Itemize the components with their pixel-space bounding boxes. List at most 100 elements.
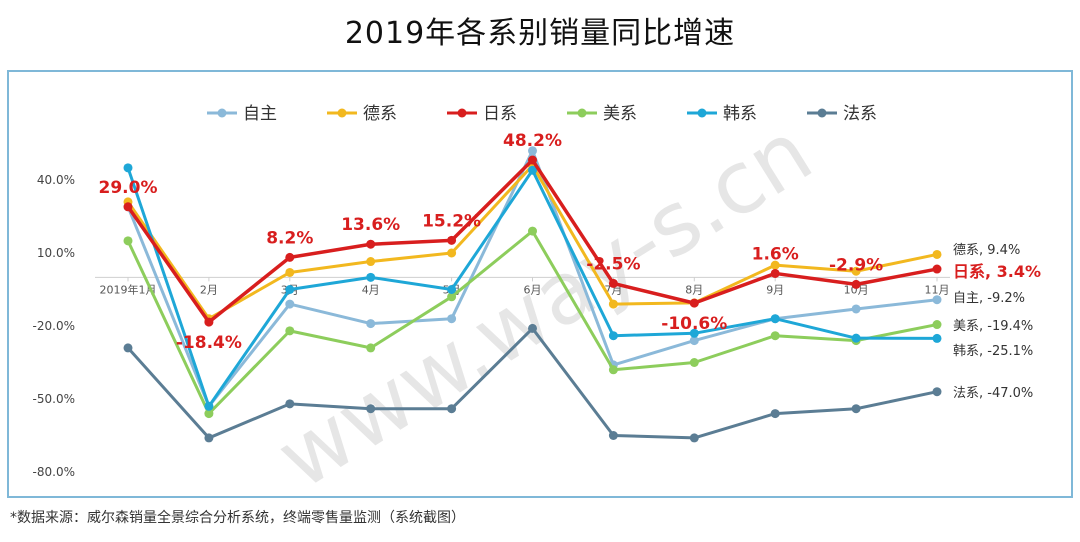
data-point: [447, 235, 457, 245]
watermark: www.way-s.cn: [260, 102, 828, 509]
x-tick-label: 6月: [524, 283, 542, 296]
ri-data-label: -10.6%: [661, 314, 727, 334]
series-end-label: 美系, -19.4%: [953, 319, 1033, 334]
series-end-label: 法系, -47.0%: [953, 386, 1033, 401]
data-point: [528, 155, 537, 165]
data-point: [932, 295, 942, 305]
data-point: [285, 267, 295, 277]
x-tick-label: 2019年1月: [100, 282, 157, 296]
data-point: [608, 299, 618, 309]
data-point: [528, 146, 537, 156]
legend-label: 日系: [483, 104, 517, 124]
legend-marker: [337, 108, 347, 118]
data-point: [528, 226, 537, 236]
y-tick-label: 10.0%: [37, 246, 75, 260]
source-note: *数据来源：威尔森销量全景综合分析系统，终端零售量监测（系统截图）: [10, 510, 465, 526]
data-point: [851, 333, 861, 343]
data-point: [285, 399, 295, 409]
y-tick-label: -50.0%: [33, 392, 75, 406]
data-point: [689, 328, 699, 338]
series-end-label: 日系, 3.4%: [953, 262, 1041, 281]
legend-marker: [697, 108, 707, 118]
ri-data-label: -2.9%: [829, 255, 883, 275]
data-point: [770, 268, 780, 278]
ri-data-label: 48.2%: [503, 131, 562, 151]
x-tick-label: 7月: [604, 283, 622, 296]
data-point: [447, 292, 457, 302]
x-tick-label: 9月: [766, 283, 784, 296]
x-tick-label: 4月: [362, 283, 380, 296]
data-point: [123, 236, 133, 246]
legend-label: 法系: [843, 104, 877, 124]
data-point: [204, 401, 214, 411]
data-point: [204, 433, 214, 443]
series-end-label: 德系, 9.4%: [953, 243, 1020, 258]
data-point: [285, 252, 295, 262]
x-tick-label: 11月: [925, 283, 950, 296]
data-point: [366, 272, 376, 282]
ri-data-label: -2.5%: [586, 254, 640, 274]
ri-data-label: 1.6%: [752, 244, 799, 264]
data-point: [608, 331, 618, 341]
data-point: [851, 304, 861, 314]
x-tick-label: 10月: [844, 283, 869, 296]
data-point: [608, 431, 618, 440]
data-point: [528, 323, 537, 333]
legend-marker: [577, 108, 587, 118]
data-point: [528, 165, 537, 175]
data-point: [932, 320, 942, 330]
data-point: [851, 266, 861, 276]
legend-label: 美系: [603, 104, 637, 124]
ri-data-label: 13.6%: [341, 215, 400, 235]
data-point: [932, 249, 942, 259]
legend-label: 自主: [243, 104, 277, 124]
ri-data-label: 15.2%: [422, 211, 481, 231]
data-point: [285, 326, 295, 336]
data-point: [123, 202, 133, 212]
data-point: [447, 404, 457, 414]
data-point: [770, 331, 780, 341]
data-point: [123, 343, 133, 353]
legend-marker: [217, 108, 227, 118]
data-point: [366, 257, 376, 267]
legend-label: 韩系: [723, 104, 757, 124]
data-point: [285, 285, 295, 294]
ri-data-label: -18.4%: [176, 333, 242, 353]
x-tick-label: 8月: [685, 283, 703, 296]
data-point: [770, 260, 780, 270]
data-point: [689, 298, 699, 308]
data-point: [285, 299, 295, 309]
series-end-label: 自主, -9.2%: [953, 291, 1025, 306]
data-point: [123, 163, 133, 173]
data-point: [608, 365, 618, 375]
data-point: [932, 333, 942, 343]
data-point: [366, 319, 376, 329]
data-point: [366, 239, 376, 249]
x-tick-label: 2月: [200, 283, 218, 296]
legend-marker: [817, 108, 827, 118]
data-point: [204, 409, 214, 419]
data-point: [447, 248, 457, 258]
data-point: [932, 387, 942, 397]
data-point: [366, 404, 376, 414]
data-point: [932, 264, 942, 274]
data-point: [689, 358, 699, 367]
y-tick-label: -20.0%: [33, 319, 75, 333]
data-point: [204, 317, 214, 327]
y-tick-label: 40.0%: [37, 173, 75, 187]
data-point: [689, 336, 699, 346]
y-tick-label: -80.0%: [33, 465, 75, 479]
legend-label: 德系: [363, 104, 397, 124]
ri-data-label: 29.0%: [99, 178, 158, 198]
data-point: [851, 279, 861, 289]
data-point: [770, 409, 780, 419]
series-end-label: 韩系, -25.1%: [953, 344, 1033, 359]
data-point: [447, 285, 457, 294]
legend-marker: [457, 108, 467, 118]
data-point: [689, 433, 699, 443]
ri-data-label: 8.2%: [266, 228, 313, 248]
data-point: [608, 278, 618, 288]
data-point: [447, 314, 457, 324]
page-title: 2019年各系别销量同比增速: [344, 16, 736, 51]
